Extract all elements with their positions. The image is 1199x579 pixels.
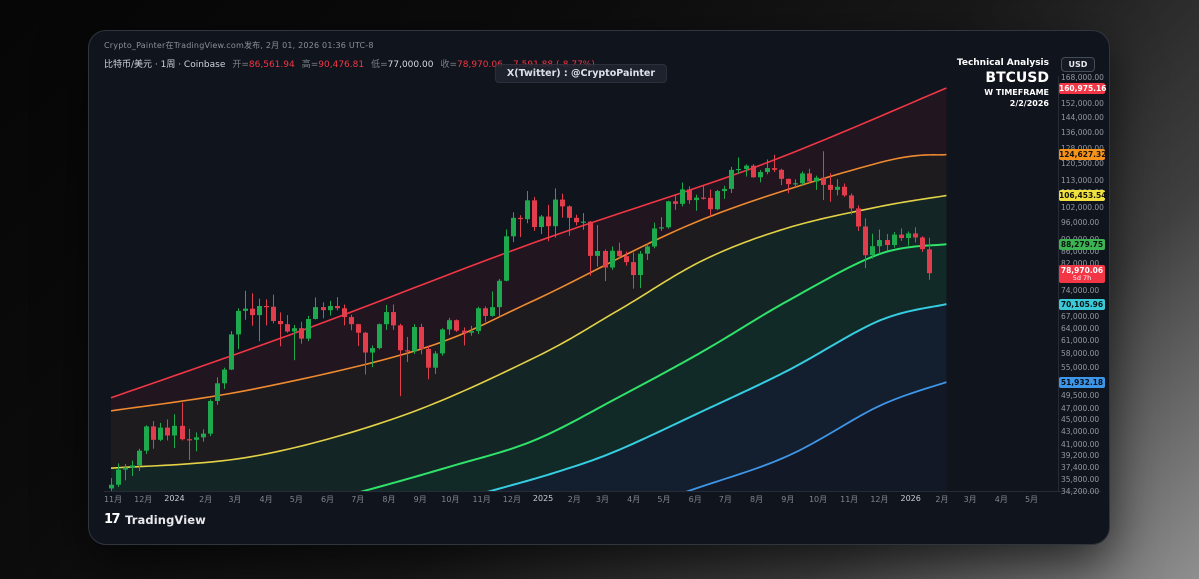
time-tick-month: 3月 xyxy=(595,495,609,504)
line-value-label: 70,105.96 xyxy=(1059,298,1105,310)
time-tick-month: 10月 xyxy=(808,495,828,504)
price-tick: 55,000.00 xyxy=(1061,363,1100,373)
last-price-value: 78,970.06 xyxy=(1060,266,1104,276)
price-tick: 113,000.00 xyxy=(1061,176,1104,185)
time-tick-month: 9月 xyxy=(413,495,427,504)
price-axis[interactable]: 168,000.00 152,000.00 144,000.00 136,000.00… xyxy=(1058,71,1109,496)
price-tick: 102,000.00 xyxy=(1061,202,1104,212)
price-tick: 74,000.00 xyxy=(1061,286,1100,296)
price-tick: 58,000.00 xyxy=(1061,349,1100,359)
line-value-label: 88,279.75 xyxy=(1059,238,1105,250)
price-tick: 120,500.00 xyxy=(1061,159,1104,169)
price-tick: 67,000.00 xyxy=(1061,311,1100,321)
price-tick: 144,000.00 xyxy=(1061,112,1104,122)
time-tick-month: 6月 xyxy=(320,495,335,504)
time-tick-month: 8月 xyxy=(382,495,396,504)
time-tick-month: 12月 xyxy=(134,495,153,504)
price-tick: 49,500.00 xyxy=(1061,390,1100,400)
currency-toggle-button[interactable]: USD xyxy=(1061,57,1095,72)
price-tick: 64,000.00 xyxy=(1061,323,1100,333)
time-tick-month: 5月 xyxy=(1024,495,1039,504)
ohlc-value: 90,476.81 xyxy=(318,60,365,70)
time-tick-month: 5月 xyxy=(657,495,671,504)
line-value-label: 106,453.54 xyxy=(1059,190,1107,202)
ohlc-value: 78,970.06 xyxy=(457,60,503,70)
time-tick-year: 2025 xyxy=(532,494,554,503)
tradingview-logo[interactable]: 17 TradingView xyxy=(104,512,206,527)
info-date: 2/2/2026 xyxy=(1009,99,1049,108)
time-tick-month: 11月 xyxy=(103,495,123,504)
info-title: Technical Analysis xyxy=(956,58,1049,68)
price-tick: 168,000.00 xyxy=(1061,72,1104,82)
price-tick: 136,000.00 xyxy=(1061,127,1104,137)
time-tick-month: 4月 xyxy=(627,495,641,504)
symbol-info[interactable]: 比特币/美元 · 1周 · Coinbase xyxy=(104,60,226,70)
line-value-label: 160,975.16 xyxy=(1059,82,1107,94)
time-tick-month: 3月 xyxy=(963,495,977,504)
price-tick: 39,200.00 xyxy=(1061,451,1100,461)
time-tick-year: 2026 xyxy=(900,494,921,503)
ohlc-value: 86,561.94 xyxy=(248,60,295,70)
time-tick-month: 7月 xyxy=(351,495,365,504)
info-timeframe: W TIMEFRAME xyxy=(984,88,1049,97)
time-axis-separator xyxy=(104,491,1101,492)
price-tick: 43,000.00 xyxy=(1061,427,1100,437)
candlestick-canvas[interactable] xyxy=(104,76,1058,491)
line-value-label: 124,627.32 xyxy=(1059,149,1107,161)
time-tick-month: 3月 xyxy=(228,495,242,504)
price-tick: 86,000.00 xyxy=(1061,246,1100,256)
time-tick-month: 11月 xyxy=(840,495,859,504)
ohlc-value: 77,000.00 xyxy=(387,60,434,70)
chart-plot-area[interactable] xyxy=(104,76,1058,491)
ohlc-label: 高= xyxy=(301,60,319,70)
time-tick-month: 2月 xyxy=(199,495,213,504)
price-tick: 35,800.00 xyxy=(1061,474,1100,484)
watermark-label: X(Twitter) : @CryptoPainter xyxy=(494,64,668,83)
time-tick-month: 8月 xyxy=(750,495,764,504)
time-tick-month: 10月 xyxy=(441,495,460,504)
time-tick-year: 2024 xyxy=(164,494,185,503)
info-box: Technical Analysis BTCUSD W TIMEFRAME 2/… xyxy=(957,58,1049,108)
time-tick-month: 12月 xyxy=(502,495,521,504)
last-price-label: 78,970.06 5d 7h xyxy=(1059,265,1105,284)
ohlc-label: 低= xyxy=(371,60,388,70)
time-tick-month: 11月 xyxy=(472,495,491,504)
price-tick: 82,000.00 xyxy=(1061,259,1100,269)
info-symbol: BTCUSD xyxy=(985,70,1049,86)
time-tick-month: 12月 xyxy=(870,495,889,504)
ohlc-label: 开= xyxy=(232,60,249,70)
price-tick: 45,000.00 xyxy=(1061,415,1100,425)
price-axis-separator xyxy=(1058,76,1059,492)
tradingview-logo-text: TradingView xyxy=(125,512,206,527)
price-tick: 37,400.00 xyxy=(1061,463,1100,473)
time-axis[interactable]: 11月 12月 2024 2月 3月 4月 5月 6月 7月 8月 9月 10月 11月 12月 2025 2… xyxy=(89,494,1101,508)
chart-panel: Crypto_Painter在TradingView.com发布, 2月 01,… xyxy=(88,30,1110,545)
time-tick-month: 2月 xyxy=(567,495,581,504)
price-tick: 61,000.00 xyxy=(1061,336,1100,346)
published-line: Crypto_Painter在TradingView.com发布, 2月 01,… xyxy=(104,41,374,50)
time-tick-month: 6月 xyxy=(688,495,702,504)
time-tick-month: 9月 xyxy=(781,495,795,504)
time-tick-month: 7月 xyxy=(718,495,732,504)
line-value-label: 51,932.18 xyxy=(1059,376,1105,388)
time-tick-month: 4月 xyxy=(259,495,273,504)
price-tick: 128,000.00 xyxy=(1061,144,1105,153)
time-tick-month: 5月 xyxy=(289,495,303,504)
price-tick: 41,000.00 xyxy=(1061,439,1100,449)
time-tick-month: 4月 xyxy=(994,495,1008,504)
price-tick: 96,000.00 xyxy=(1061,218,1100,228)
tradingview-logo-icon: 17 xyxy=(104,512,121,527)
price-tick: 34,200.00 xyxy=(1061,486,1100,496)
price-tick: 47,000.00 xyxy=(1061,404,1100,414)
bar-countdown: 5d 7h xyxy=(1072,274,1092,283)
ohlc-label: 收= xyxy=(440,60,457,70)
price-tick: 152,000.00 xyxy=(1061,98,1104,108)
time-tick-month: 2月 xyxy=(935,495,949,504)
